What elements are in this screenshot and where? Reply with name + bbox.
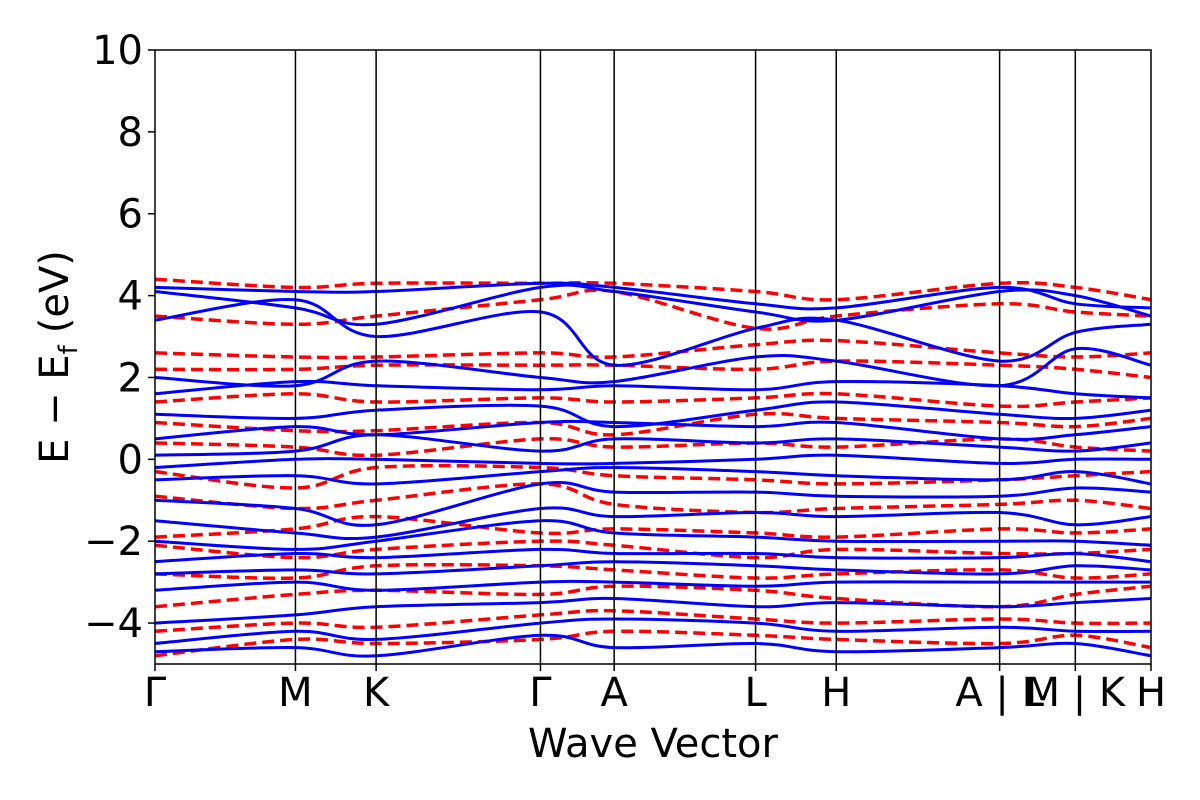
x-tick-label: H	[1136, 670, 1166, 716]
band-solid-blue	[155, 519, 1151, 551]
band-dashed-red	[155, 608, 1151, 634]
band-solid-blue	[155, 379, 1151, 400]
band-dashed-red	[155, 562, 1151, 580]
band-dashed-red	[155, 338, 1151, 360]
y-tick-label: −2	[84, 519, 143, 565]
band-solid-blue	[155, 506, 1151, 541]
band-solid-blue	[155, 465, 1151, 486]
y-tick-label: 8	[118, 110, 143, 156]
y-tick-label: 2	[118, 355, 143, 401]
y-axis-label-main: E − E	[32, 354, 78, 464]
band-dashed-red	[155, 277, 1151, 302]
x-tick-label: H	[821, 670, 851, 716]
band-solid-blue	[155, 346, 1151, 388]
y-tick-label: 10	[92, 28, 143, 74]
band-dashed-red	[155, 514, 1151, 539]
band-dashed-red	[155, 539, 1151, 560]
band-solid-blue	[155, 283, 1151, 327]
y-axis-label-unit: (eV)	[32, 250, 78, 333]
band-solid-blue	[155, 453, 1151, 469]
x-tick-label: Γ	[529, 670, 552, 716]
y-axis-label-subscript: f	[54, 344, 84, 354]
band-solid-blue	[155, 481, 1151, 527]
band-solid-blue	[155, 433, 1151, 457]
plot-frame	[154, 49, 1152, 665]
band-solid-blue	[155, 297, 1151, 367]
y-tick-label: −4	[84, 601, 143, 647]
band-dashed-red	[155, 391, 1151, 409]
band-solid-blue	[155, 596, 1151, 625]
band-dashed-red	[155, 629, 1151, 658]
band-solid-blue	[155, 419, 1151, 441]
x-tick-label: M	[278, 670, 313, 716]
band-dashed-red	[155, 288, 1151, 331]
y-tick-label: 4	[118, 274, 143, 320]
x-tick-label: A	[600, 670, 628, 716]
band-solid-blue	[155, 560, 1151, 576]
high-symmetry-lines	[294, 50, 1077, 664]
band-dashed-red	[155, 482, 1151, 515]
band-dashed-red	[155, 411, 1151, 437]
y-tick-label: 6	[118, 192, 143, 238]
band-solid-blue	[155, 633, 1151, 658]
bands-layer	[155, 277, 1151, 658]
y-tick-label: 0	[118, 437, 143, 483]
x-tick-label: Γ	[144, 670, 167, 716]
y-axis-label: E − Ef (eV)	[32, 250, 84, 464]
x-tick-label: K	[363, 670, 391, 716]
y-axis: −4 −2 0 2 4 6 8 10	[84, 28, 155, 647]
band-solid-blue	[155, 617, 1151, 645]
x-tick-label: A | L	[955, 670, 1044, 716]
band-dashed-red	[155, 359, 1151, 380]
x-tick-label: L	[744, 670, 767, 716]
x-axis-label: Wave Vector	[528, 721, 779, 767]
x-tick-label: M | K	[1025, 670, 1126, 716]
band-solid-blue	[155, 579, 1151, 592]
band-solid-blue	[155, 547, 1151, 564]
band-dashed-red	[155, 584, 1151, 609]
